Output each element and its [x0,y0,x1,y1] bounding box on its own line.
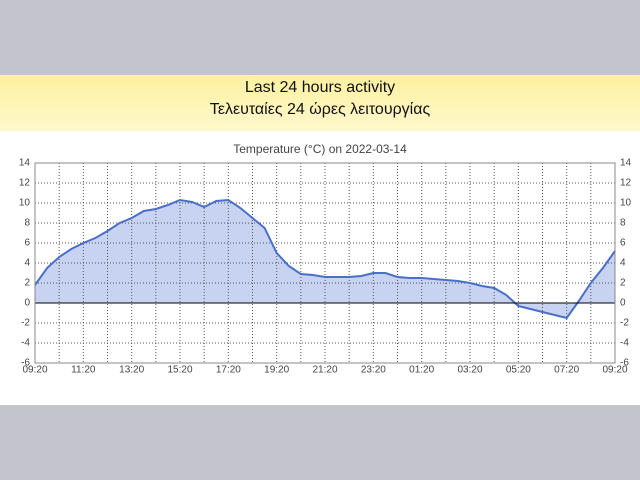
header-line: Last 24 hours activity [245,79,395,96]
y-tick-label: 2 [24,278,30,289]
x-tick-label: 15:20 [167,365,192,376]
x-tick-label: 11:20 [71,365,96,376]
y-tick-label: 0 [24,298,30,309]
x-tick-label: 21:20 [312,365,337,376]
y2-tick-label: -2 [620,318,629,329]
y2-tick-label: 4 [620,258,626,269]
y2-tick-label: 12 [620,178,632,189]
x-tick-label: 07:20 [554,365,579,376]
y2-tick-label: -4 [620,338,629,349]
y2-tick-label: 14 [620,158,632,169]
chart-title: Temperature (°C) on 2022-03-14 [233,142,407,156]
y-tick-label: -2 [21,318,30,329]
plot-border [34,162,616,364]
x-tick-label: 05:20 [506,365,531,376]
y2-tick-label: 8 [620,218,626,229]
header-band [0,75,640,131]
y-tick-label: 14 [19,158,31,169]
y-tick-label: 10 [19,198,31,209]
y-tick-label: 8 [24,218,30,229]
y2-tick-label: -6 [620,358,629,369]
x-tick-label: 23:20 [361,365,386,376]
y2-tick-label: 10 [620,198,632,209]
x-tick-label: 13:20 [119,365,144,376]
y-tick-label: 6 [24,238,30,249]
y-tick-label: 4 [24,258,30,269]
y-tick-label: -4 [21,338,30,349]
x-tick-label: 09:20 [22,365,47,376]
data-line [34,198,616,320]
x-tick-label: 03:20 [457,365,482,376]
x-tick-label: 09:20 [602,365,627,376]
x-tick-label: 01:20 [409,365,434,376]
x-tick-label: 17:20 [216,365,241,376]
header-line: Τελευταίες 24 ώρες λειτουργίας [210,101,431,118]
y2-tick-label: 0 [620,298,626,309]
y2-tick-label: 2 [620,278,626,289]
x-tick-label: 19:20 [264,365,289,376]
y-tick-label: 12 [19,178,31,189]
y-tick-label: -6 [21,358,30,369]
y2-tick-label: 6 [620,238,626,249]
